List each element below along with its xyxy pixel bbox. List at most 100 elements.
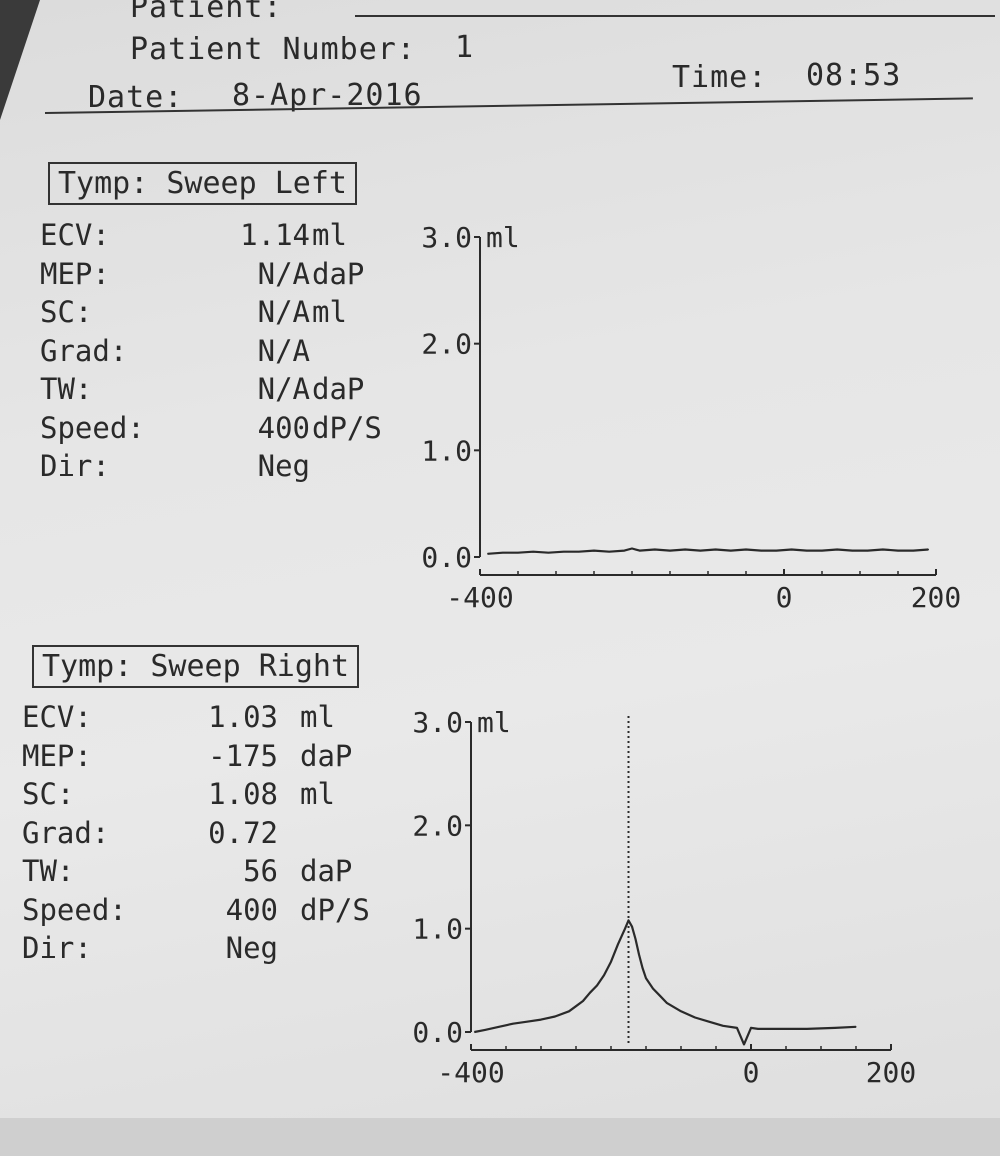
y-unit-label: ml [486, 221, 520, 254]
data-point [578, 551, 580, 553]
data-point [927, 548, 930, 551]
data-point [624, 928, 626, 930]
data-point [631, 547, 633, 550]
y-tick-label: 1.0 [421, 434, 472, 467]
data-point [757, 1028, 759, 1030]
result-label: Dir: [22, 931, 92, 965]
y-tick-label: 3.0 [421, 221, 472, 254]
right-result-row: SC: 1.08 ml [22, 777, 422, 813]
y-tick-label: 2.0 [412, 809, 463, 842]
patient-number: 1 [455, 30, 475, 65]
x-tick-label: -400 [446, 581, 513, 614]
result-unit: daP [312, 372, 365, 406]
result-value: Neg [225, 931, 278, 965]
patient-number-label: Patient Number: [130, 32, 416, 67]
data-point [851, 550, 853, 552]
data-point [912, 550, 914, 552]
x-tick-label: -400 [437, 1056, 504, 1089]
y-tick-label: 1.0 [412, 913, 463, 946]
result-value: 0.72 [208, 815, 278, 850]
result-unit: daP [300, 854, 353, 888]
y-tick-label: 3.0 [412, 706, 463, 739]
left-section-title: Tymp: Sweep Left [48, 162, 357, 205]
time-label: Time: [672, 60, 768, 95]
patient-label: Patient: [130, 0, 283, 25]
data-point [654, 548, 656, 551]
left-result-row: Dir: Neg [40, 449, 440, 485]
left-result-row: TW: N/A daP [40, 372, 440, 408]
left-result-row: Speed: 400 dP/S [40, 411, 440, 447]
right-tympanogram-chart: 3.0 2.0 1.0 0.0 ml -400 0 200 [412, 706, 917, 1089]
data-point [722, 1025, 724, 1027]
result-label: Grad: [22, 815, 110, 850]
data-point [750, 1027, 752, 1029]
result-value: N/A [257, 256, 310, 291]
data-point [836, 548, 838, 551]
right-result-row: Grad: 0.72 [22, 816, 422, 852]
data-point [834, 1027, 836, 1029]
data-point [623, 550, 625, 552]
data-point [631, 926, 633, 928]
result-unit: ml [312, 295, 347, 329]
result-unit: dP/S [300, 892, 370, 927]
result-value: N/A [257, 372, 310, 406]
data-point [589, 992, 591, 994]
data-point [634, 938, 637, 940]
left-tympanogram-chart: 3.0 2.0 1.0 0.0 ml -400 0 200 [421, 221, 961, 614]
data-point [760, 550, 762, 552]
data-point [708, 1021, 710, 1023]
result-label: Dir: [40, 449, 110, 483]
data-point [517, 552, 519, 554]
result-value: 56 [243, 854, 278, 888]
data-point [821, 550, 823, 552]
x-tick-label: 0 [776, 581, 793, 614]
data-point [736, 1027, 738, 1029]
data-point [666, 1002, 668, 1004]
result-value: Neg [257, 449, 310, 483]
y-tick-label: 0.0 [412, 1016, 463, 1049]
result-label: ECV: [40, 218, 110, 252]
result-value: N/A [257, 333, 310, 368]
data-point [627, 919, 630, 921]
x-tick-label: 200 [866, 1056, 917, 1089]
data-point [554, 1015, 556, 1018]
background-surface [0, 1118, 1000, 1156]
data-point [867, 550, 869, 552]
result-unit: ml [300, 777, 335, 811]
result-label: SC: [22, 777, 75, 811]
data-point [699, 550, 701, 552]
left-result-row: ECV: 1.14 ml [40, 218, 440, 254]
time-value: 08:53 [806, 58, 902, 93]
data-point [610, 961, 612, 963]
data-point [743, 1043, 745, 1045]
x-tick-label: 0 [743, 1056, 760, 1089]
data-point [775, 550, 777, 552]
data-point [473, 1031, 476, 1033]
left-result-row: SC: N/A ml [40, 295, 440, 331]
data-point [563, 551, 565, 553]
data-point [778, 1028, 780, 1030]
result-unit: ml [300, 700, 335, 734]
data-point [855, 1026, 857, 1028]
data-point [532, 551, 534, 553]
data-point [645, 977, 647, 979]
data-point [684, 548, 686, 551]
data-point [540, 1019, 542, 1021]
data-point [484, 1029, 486, 1031]
data-point [582, 1000, 584, 1002]
data-point [638, 953, 640, 956]
result-value: 1.14 [240, 218, 310, 252]
tympanogram-line [487, 547, 929, 555]
data-point [617, 943, 619, 945]
left-result-row: MEP: N/A daP [40, 257, 440, 293]
result-value: 1.03 [208, 700, 278, 734]
patient-name-line [355, 15, 995, 17]
y-tick-label: 2.0 [421, 328, 472, 361]
left-result-row: Grad: N/A [40, 334, 440, 370]
data-point [603, 974, 605, 976]
result-value: 1.08 [208, 777, 278, 811]
result-label: SC: [40, 295, 93, 329]
result-label: TW: [40, 372, 93, 406]
data-point [806, 550, 808, 552]
